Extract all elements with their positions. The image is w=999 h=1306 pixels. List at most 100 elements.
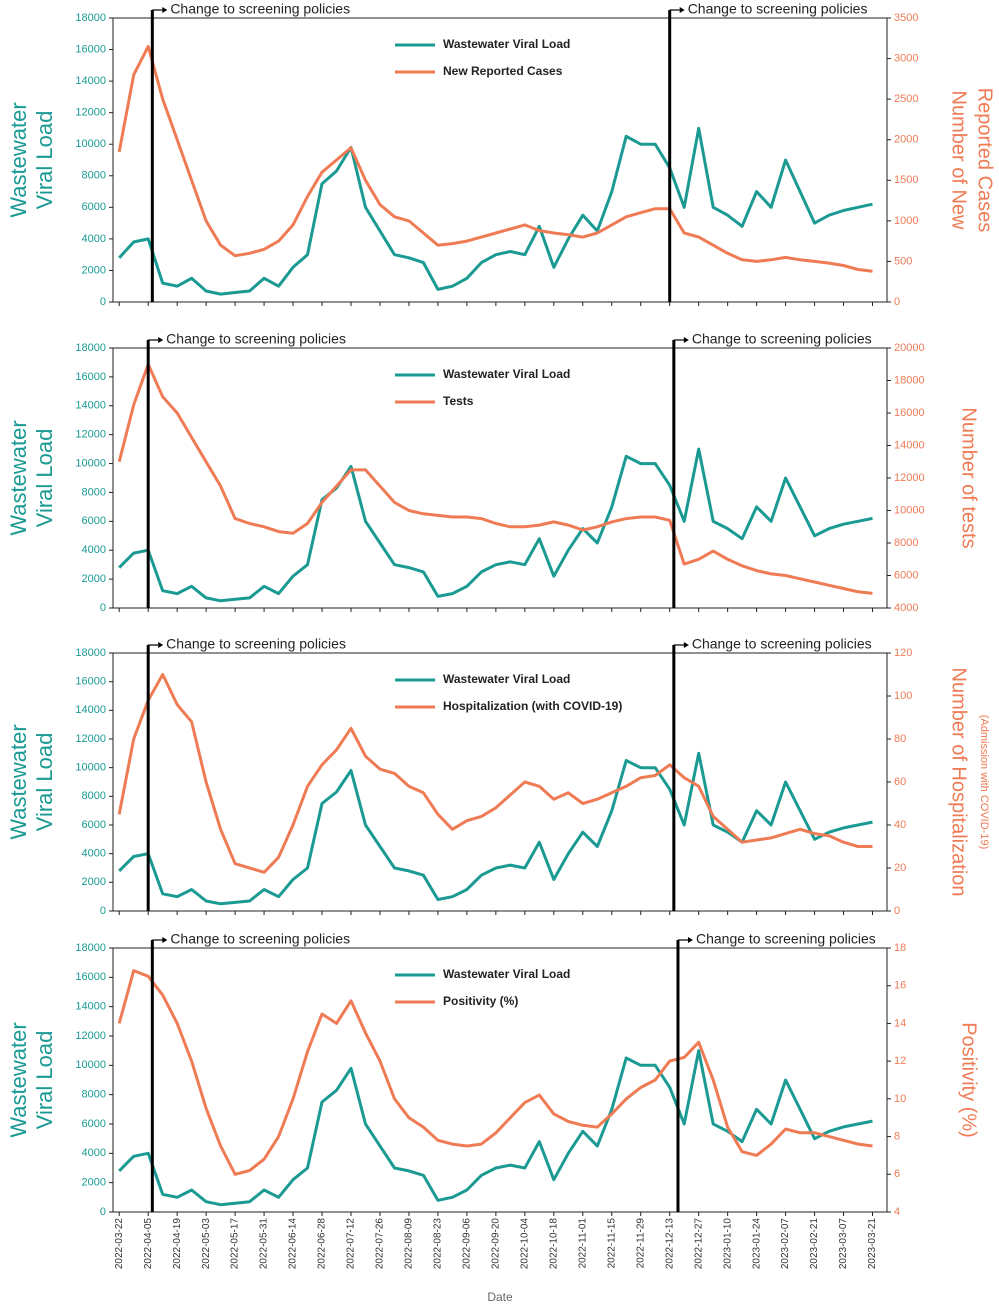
x-tick-label: 2023-02-07 bbox=[780, 1218, 791, 1270]
y-tick-label: 2000 bbox=[82, 1177, 106, 1189]
y2-tick-label: 20 bbox=[894, 862, 906, 874]
y2-axis-label: Positivity (%) bbox=[958, 1022, 980, 1138]
y2-tick-label: 2000 bbox=[894, 134, 918, 146]
series-line bbox=[118, 447, 873, 603]
y2-axis-sublabel: (Admission with COVID-19) bbox=[978, 715, 990, 849]
x-tick-label: 2022-08-09 bbox=[404, 1218, 415, 1270]
x-tick-label: 2022-11-15 bbox=[606, 1218, 617, 1269]
y-tick-label: 2000 bbox=[82, 573, 106, 585]
y-tick-label: 12000 bbox=[75, 733, 106, 745]
y-tick-label: 10000 bbox=[75, 1059, 106, 1071]
plot-frame bbox=[112, 347, 888, 609]
y-tick-label: 8000 bbox=[82, 1089, 106, 1101]
x-tick-label: 2023-01-10 bbox=[722, 1218, 733, 1270]
y-tick-label: 16000 bbox=[75, 676, 106, 688]
x-tick-label: 2022-05-31 bbox=[259, 1218, 270, 1270]
series-line bbox=[117, 44, 873, 273]
legend-label: Wastewater Viral Load bbox=[443, 367, 570, 381]
x-tick-label: 2022-05-17 bbox=[230, 1218, 241, 1270]
series-line bbox=[117, 362, 873, 595]
annotation-text: Change to screening policies bbox=[696, 931, 876, 947]
y2-tick-label: 18 bbox=[894, 942, 906, 954]
y-tick-label: 18000 bbox=[75, 647, 106, 659]
y-tick-label: 0 bbox=[100, 602, 106, 614]
x-tick-label: 2022-10-04 bbox=[519, 1218, 530, 1270]
y-tick-label: 12000 bbox=[75, 107, 106, 119]
y-axis-label: Wastewater bbox=[6, 420, 31, 535]
x-tick-label: 2022-04-19 bbox=[172, 1218, 183, 1270]
y-tick-label: 16000 bbox=[75, 371, 106, 383]
y-tick-label: 2000 bbox=[82, 264, 106, 276]
annotation-arrowhead bbox=[162, 937, 168, 943]
annotation-text: Change to screening policies bbox=[170, 931, 350, 947]
y2-axis-label: Number of Hospitalization bbox=[948, 668, 970, 897]
y2-tick-label: 10000 bbox=[894, 504, 925, 516]
y2-tick-label: 0 bbox=[894, 905, 900, 917]
y2-tick-label: 14000 bbox=[894, 439, 925, 451]
series-line bbox=[118, 1049, 873, 1207]
annotation-arrowhead bbox=[158, 642, 164, 648]
x-tick-label: 2022-12-27 bbox=[693, 1218, 704, 1270]
y-tick-label: 14000 bbox=[75, 1001, 106, 1013]
annotation-arrowhead bbox=[683, 642, 689, 648]
y-tick-label: 14000 bbox=[75, 75, 106, 87]
x-tick-label: 2022-10-18 bbox=[548, 1218, 559, 1270]
y-tick-label: 2000 bbox=[82, 876, 106, 888]
y-tick-label: 6000 bbox=[82, 515, 106, 527]
y-axis-label: Wastewater bbox=[6, 724, 31, 839]
x-tick-label: 2023-03-21 bbox=[867, 1218, 878, 1270]
y2-tick-label: 120 bbox=[894, 647, 912, 659]
plot-frame bbox=[112, 947, 888, 1213]
y-tick-label: 14000 bbox=[75, 400, 106, 412]
y-tick-label: 16000 bbox=[75, 43, 106, 55]
y-tick-label: 12000 bbox=[75, 429, 106, 441]
y-tick-label: 10000 bbox=[75, 762, 106, 774]
y-tick-label: 4000 bbox=[82, 848, 106, 860]
legend-label: Hospitalization (with COVID-19) bbox=[443, 699, 622, 713]
legend-label: New Reported Cases bbox=[443, 64, 563, 78]
y2-tick-label: 6000 bbox=[894, 569, 918, 581]
y2-tick-label: 2500 bbox=[894, 93, 918, 105]
x-tick-label: 2022-12-13 bbox=[664, 1218, 675, 1270]
annotation-text: Change to screening policies bbox=[692, 636, 872, 652]
y-tick-label: 10000 bbox=[75, 138, 106, 150]
y2-tick-label: 1500 bbox=[894, 174, 918, 186]
y-tick-label: 6000 bbox=[82, 819, 106, 831]
y2-tick-label: 80 bbox=[894, 733, 906, 745]
y2-tick-label: 16000 bbox=[894, 407, 925, 419]
plot-frame bbox=[112, 652, 888, 912]
y2-tick-label: 18000 bbox=[894, 374, 925, 386]
y2-tick-label: 4 bbox=[894, 1206, 900, 1218]
y-axis-label: Viral Load bbox=[32, 429, 57, 528]
legend-label: Wastewater Viral Load bbox=[443, 672, 570, 686]
y2-tick-label: 60 bbox=[894, 776, 906, 788]
series-line bbox=[118, 751, 873, 906]
y-tick-label: 8000 bbox=[82, 790, 106, 802]
x-tick-label: 2022-05-03 bbox=[201, 1218, 212, 1270]
y2-axis-label: Reported Cases bbox=[974, 88, 996, 233]
x-tick-label: 2022-07-12 bbox=[346, 1218, 357, 1270]
y-tick-label: 10000 bbox=[75, 457, 106, 469]
x-tick-label: 2022-11-01 bbox=[577, 1218, 588, 1269]
y2-tick-label: 100 bbox=[894, 690, 912, 702]
y-tick-label: 0 bbox=[100, 296, 106, 308]
series-line bbox=[117, 673, 873, 874]
x-axis-label: Date bbox=[487, 1290, 513, 1304]
y-tick-label: 16000 bbox=[75, 971, 106, 983]
x-tick-label: 2022-03-22 bbox=[114, 1218, 125, 1270]
y2-tick-label: 16 bbox=[894, 980, 906, 992]
annotation-text: Change to screening policies bbox=[166, 636, 346, 652]
x-tick-label: 2022-09-20 bbox=[491, 1218, 502, 1270]
y2-tick-label: 14 bbox=[894, 1017, 906, 1029]
legend-label: Tests bbox=[443, 394, 474, 408]
y-axis-label: Viral Load bbox=[32, 111, 57, 210]
annotation-text: Change to screening policies bbox=[166, 331, 346, 347]
y2-tick-label: 12 bbox=[894, 1055, 906, 1067]
y-tick-label: 4000 bbox=[82, 1147, 106, 1159]
x-tick-label: 2023-01-24 bbox=[751, 1218, 762, 1270]
y2-tick-label: 3000 bbox=[894, 52, 918, 64]
series-line bbox=[117, 969, 873, 1176]
x-tick-label: 2022-08-23 bbox=[433, 1218, 444, 1270]
y2-tick-label: 40 bbox=[894, 819, 906, 831]
y-tick-label: 18000 bbox=[75, 342, 106, 354]
